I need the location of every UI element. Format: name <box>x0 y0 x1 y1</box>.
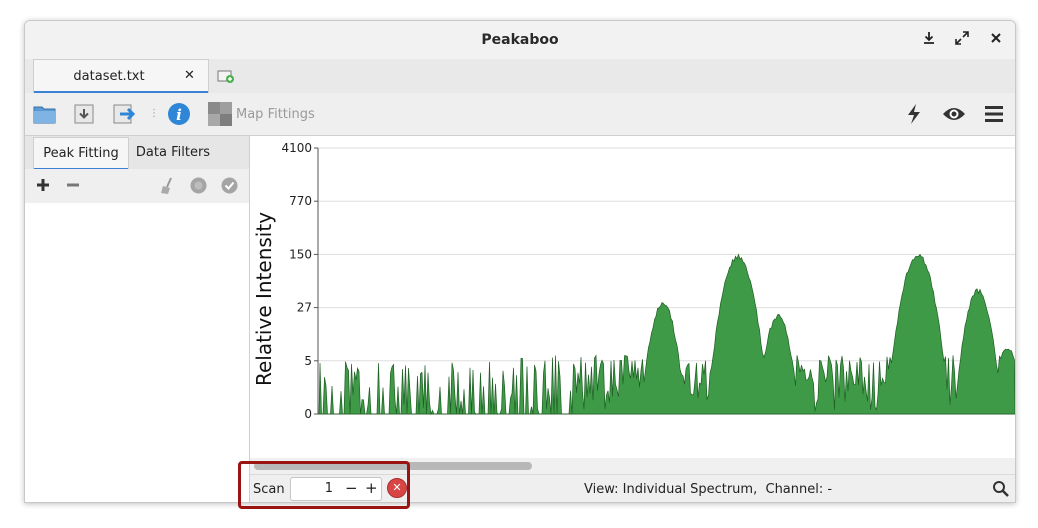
tab-active-indicator <box>34 91 208 93</box>
tab-data-filters[interactable]: Data Filters <box>129 137 217 168</box>
y-tick-label: 4100 <box>281 141 312 155</box>
clear-scan-icon[interactable]: ✕ <box>387 478 407 498</box>
y-tick-label: 150 <box>289 247 312 261</box>
eye-icon[interactable] <box>942 105 966 129</box>
window-title: Peakaboo <box>481 32 559 48</box>
scan-label: Scan <box>253 482 285 497</box>
tab-label: dataset.txt <box>73 69 145 84</box>
title-bar: Peakaboo <box>25 21 1015 60</box>
info-icon[interactable]: i <box>167 102 191 126</box>
decrement-icon[interactable]: − <box>345 479 358 497</box>
scan-control-highlight <box>238 461 410 509</box>
tab-peak-fitting-label: Peak Fitting <box>43 146 119 161</box>
spectrum-area <box>318 253 1015 416</box>
left-panel: Peak Fitting Data Filters <box>25 136 250 502</box>
document-tab-bar: dataset.txt ✕ <box>25 59 1015 94</box>
toolbar-separator: ⋮ <box>149 108 159 119</box>
y-axis-label: Relative Intensity <box>252 212 276 386</box>
y-tick-label: 770 <box>289 194 312 208</box>
app-window: Peakaboo dataset.txt ✕ ⋮ <box>24 20 1016 503</box>
tab-close-icon[interactable]: ✕ <box>184 68 195 83</box>
tab-data-filters-label: Data Filters <box>135 145 211 160</box>
menu-icon[interactable] <box>984 105 1004 129</box>
tab-dataset[interactable]: dataset.txt ✕ <box>33 59 209 93</box>
y-tick-label: 0 <box>304 407 312 421</box>
y-tick-label: 5 <box>304 354 312 368</box>
maximize-icon[interactable] <box>953 31 971 49</box>
close-icon[interactable] <box>987 31 1005 49</box>
lightning-icon[interactable] <box>906 103 922 127</box>
save-icon[interactable] <box>73 103 95 127</box>
scan-stepper[interactable]: 1 − + <box>290 477 382 501</box>
main-toolbar: ⋮ i Map Fittings <box>25 93 1015 136</box>
spectrum-chart[interactable]: Relative Intensity 4100 770 150 27 5 0 <box>250 136 1015 458</box>
add-icon[interactable] <box>35 177 51 197</box>
remove-icon[interactable] <box>65 177 81 197</box>
svg-text:i: i <box>176 106 182 124</box>
circle-icon[interactable] <box>190 177 207 198</box>
zoom-icon[interactable] <box>992 480 1010 498</box>
open-folder-icon[interactable] <box>33 103 57 127</box>
spectrum-plot[interactable]: Relative Intensity 4100 770 150 27 5 0 <box>250 136 1015 458</box>
fitting-tools <box>25 169 249 203</box>
horizontal-scrollbar[interactable] <box>250 458 1015 474</box>
tab-peak-fitting[interactable]: Peak Fitting <box>33 137 129 170</box>
broom-icon[interactable] <box>159 177 175 199</box>
y-tick-label: 27 <box>297 301 312 315</box>
new-tab-icon[interactable] <box>217 68 235 84</box>
view-status: View: Individual Spectrum, Channel: - <box>584 482 833 497</box>
increment-icon[interactable]: + <box>365 479 378 497</box>
export-icon[interactable] <box>113 103 137 127</box>
download-icon[interactable] <box>920 31 938 49</box>
panel-tabs: Peak Fitting Data Filters <box>25 136 249 170</box>
map-fittings-button[interactable]: Map Fittings <box>236 107 315 122</box>
status-bar: Scan 1 − + ✕ View: Individual Spectrum, … <box>250 474 1015 502</box>
check-circle-icon[interactable] <box>221 177 238 198</box>
scrollbar-thumb[interactable] <box>254 462 532 470</box>
scan-value[interactable]: 1 <box>324 481 333 496</box>
map-fittings-icon <box>208 102 232 126</box>
y-ticks: 4100 770 150 27 5 0 <box>281 141 318 421</box>
